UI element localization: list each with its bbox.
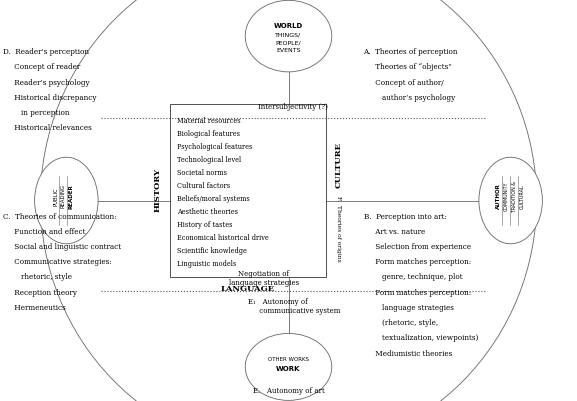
Text: LANGUAGE: LANGUAGE bbox=[221, 285, 275, 293]
Text: Material resources: Material resources bbox=[177, 117, 241, 125]
Text: Linguistic models: Linguistic models bbox=[177, 260, 237, 268]
Text: EVENTS: EVENTS bbox=[276, 49, 301, 53]
Text: CULTURE: CULTURE bbox=[335, 142, 343, 188]
Text: THINGS/: THINGS/ bbox=[275, 32, 302, 37]
Text: READER: READER bbox=[69, 184, 73, 209]
Text: WORK: WORK bbox=[276, 366, 301, 372]
Text: HISTORY: HISTORY bbox=[153, 168, 162, 213]
Text: C.  Theories of communication:: C. Theories of communication: bbox=[3, 213, 117, 221]
Text: author’s psychology: author’s psychology bbox=[364, 94, 455, 102]
Text: Intersubjectivity (?): Intersubjectivity (?) bbox=[258, 103, 328, 111]
Text: (rhetoric, style,: (rhetoric, style, bbox=[364, 319, 437, 327]
Text: B.  Perception into art:: B. Perception into art: bbox=[364, 213, 447, 221]
Text: Form matches perception:: Form matches perception: bbox=[364, 258, 471, 266]
Text: Concept of author/: Concept of author/ bbox=[364, 79, 443, 87]
Text: Cultural factors: Cultural factors bbox=[177, 182, 230, 190]
Text: language strategies: language strategies bbox=[364, 304, 454, 312]
Bar bbox=[170, 104, 326, 277]
Text: Beliefs/moral systems: Beliefs/moral systems bbox=[177, 195, 250, 203]
Text: Function and effect: Function and effect bbox=[3, 228, 85, 236]
Text: Reception theory: Reception theory bbox=[3, 289, 77, 297]
Text: Scientific knowledge: Scientific knowledge bbox=[177, 247, 247, 255]
Text: genre, technique, plot: genre, technique, plot bbox=[364, 273, 462, 282]
Text: CULTURAL: CULTURAL bbox=[520, 184, 524, 209]
Text: PUBLIC: PUBLIC bbox=[54, 187, 58, 206]
Text: Societal norms: Societal norms bbox=[177, 169, 227, 177]
Text: Historical relevances: Historical relevances bbox=[3, 124, 92, 132]
Text: Form matches perception:: Form matches perception: bbox=[364, 289, 471, 297]
Text: Historical discrepancy: Historical discrepancy bbox=[3, 94, 96, 102]
Text: Hermeneutics: Hermeneutics bbox=[3, 304, 66, 312]
Text: WORLD: WORLD bbox=[274, 23, 303, 29]
Text: Technological level: Technological level bbox=[177, 156, 241, 164]
Text: E₁   Autonomy of
     communicative system: E₁ Autonomy of communicative system bbox=[248, 298, 340, 315]
Text: rhetoric, style: rhetoric, style bbox=[3, 273, 72, 282]
Text: Psychological features: Psychological features bbox=[177, 143, 253, 151]
Text: TRADITION &: TRADITION & bbox=[512, 181, 517, 212]
Text: Communicative strategies:: Communicative strategies: bbox=[3, 258, 111, 266]
Text: COMMUNITY: COMMUNITY bbox=[504, 182, 509, 211]
Text: Aesthetic theories: Aesthetic theories bbox=[177, 208, 238, 216]
Text: Art vs. nature: Art vs. nature bbox=[364, 228, 425, 236]
Ellipse shape bbox=[245, 0, 332, 72]
Text: A.  Theories of perception: A. Theories of perception bbox=[364, 48, 458, 56]
Text: Mediumistic theories: Mediumistic theories bbox=[364, 350, 452, 358]
Text: READING: READING bbox=[61, 184, 66, 209]
Text: AUTHOR: AUTHOR bbox=[496, 184, 501, 209]
Text: Economical historical drive: Economical historical drive bbox=[177, 234, 269, 242]
Text: F.  Theories of origins: F. Theories of origins bbox=[336, 196, 341, 261]
Text: Negotiation of
language strategies: Negotiation of language strategies bbox=[229, 269, 299, 287]
Text: in perception: in perception bbox=[3, 109, 69, 117]
Text: Selection from experience: Selection from experience bbox=[364, 243, 471, 251]
Text: D.  Reader’s perception: D. Reader’s perception bbox=[3, 48, 89, 56]
Ellipse shape bbox=[35, 157, 98, 244]
Ellipse shape bbox=[245, 334, 332, 400]
Text: textualization, viewpoints): textualization, viewpoints) bbox=[364, 334, 478, 342]
Text: Social and linguistic contract: Social and linguistic contract bbox=[3, 243, 121, 251]
Text: Biological features: Biological features bbox=[177, 130, 240, 138]
Text: Theories of “objects”: Theories of “objects” bbox=[364, 63, 451, 71]
Text: PEOPLE/: PEOPLE/ bbox=[276, 41, 301, 46]
Text: Reader’s psychology: Reader’s psychology bbox=[3, 79, 89, 87]
Ellipse shape bbox=[479, 157, 542, 244]
Text: E.   Autonomy of art: E. Autonomy of art bbox=[253, 387, 324, 395]
Text: OTHER WORKS: OTHER WORKS bbox=[268, 357, 309, 362]
Text: History of tastes: History of tastes bbox=[177, 221, 233, 229]
Text: Concept of reader: Concept of reader bbox=[3, 63, 80, 71]
